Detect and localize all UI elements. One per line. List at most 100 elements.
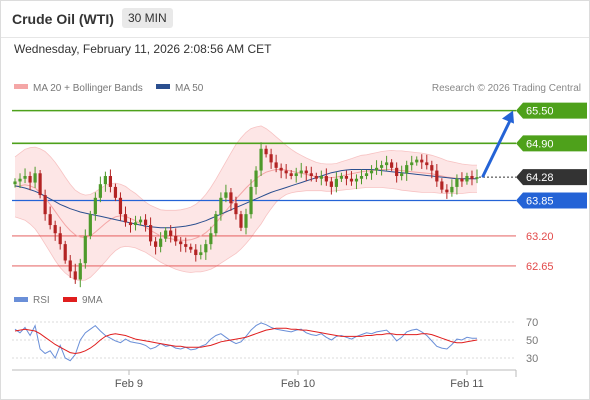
ma50-line bbox=[14, 169, 477, 229]
candle-body bbox=[63, 244, 67, 261]
candle-body bbox=[294, 173, 298, 177]
x-axis-ticks: Feb 9 Feb 10 Feb 11 bbox=[115, 370, 484, 390]
candle-body bbox=[319, 176, 323, 179]
level-label-box-64.28 bbox=[516, 169, 587, 186]
candle-body bbox=[430, 165, 434, 171]
candle-body bbox=[390, 162, 394, 168]
rsi-legend-swatch bbox=[14, 297, 28, 302]
candle-body bbox=[179, 241, 183, 245]
level-label-box-65.50 bbox=[516, 102, 587, 119]
candle-body bbox=[435, 170, 439, 182]
candle-body bbox=[269, 154, 273, 163]
rsi-panel: 70 50 30 bbox=[12, 317, 538, 365]
candle-body bbox=[18, 178, 22, 182]
candle-body bbox=[284, 170, 288, 174]
candle-body bbox=[395, 167, 399, 177]
candle-body bbox=[53, 225, 57, 234]
candle-body bbox=[289, 173, 293, 177]
candle-body bbox=[234, 203, 238, 215]
candle-body bbox=[28, 176, 32, 183]
projection-arrow-layer bbox=[481, 110, 514, 178]
rsi-legend-label: RSI bbox=[33, 295, 50, 306]
candle-body bbox=[460, 178, 464, 182]
candle-body bbox=[425, 162, 429, 166]
candle-body bbox=[194, 249, 198, 256]
level-label-box-64.90 bbox=[516, 135, 587, 152]
rsi-ma-legend-swatch bbox=[63, 297, 77, 302]
candle-body bbox=[108, 176, 113, 187]
candle-body bbox=[78, 263, 82, 280]
candle-body bbox=[244, 214, 248, 228]
candle-body bbox=[189, 246, 193, 250]
candle-body bbox=[475, 177, 479, 179]
candle-body bbox=[219, 197, 223, 215]
levels-layer bbox=[12, 109, 516, 267]
candle-body bbox=[93, 197, 97, 215]
candle-body bbox=[309, 173, 313, 177]
candle-body bbox=[374, 167, 379, 171]
candle-body bbox=[184, 244, 188, 247]
candles-layer bbox=[13, 142, 479, 288]
candle-body bbox=[299, 170, 303, 174]
candle-body bbox=[279, 167, 283, 171]
candle-body bbox=[264, 148, 268, 155]
candle-body bbox=[470, 176, 474, 179]
candle-body bbox=[410, 162, 414, 166]
candle-body bbox=[154, 241, 158, 247]
ma20-line bbox=[14, 169, 477, 241]
candle-body bbox=[224, 192, 228, 198]
level-label-box-63.85 bbox=[516, 192, 587, 209]
rsi-tick-label-70: 70 bbox=[526, 317, 538, 329]
candle-body bbox=[88, 214, 92, 236]
candle-body bbox=[83, 235, 87, 264]
projection-arrow-shaft bbox=[481, 119, 512, 178]
candle-body bbox=[133, 222, 138, 226]
candle-body bbox=[369, 170, 374, 174]
candle-body bbox=[48, 214, 52, 226]
candle-body bbox=[239, 214, 243, 228]
level-label-65.50: 65.50 bbox=[526, 106, 554, 118]
candle-body bbox=[13, 181, 17, 185]
candle-body bbox=[123, 214, 128, 223]
candle-body bbox=[199, 252, 203, 256]
candle-body bbox=[254, 170, 258, 187]
candle-body bbox=[164, 230, 168, 239]
candle-body bbox=[23, 176, 27, 179]
candle-body bbox=[400, 173, 404, 177]
candle-body bbox=[259, 148, 263, 171]
level-label-62.65: 62.65 bbox=[526, 261, 554, 273]
candle-body bbox=[103, 176, 107, 185]
timeframe-button[interactable]: 30 MIN bbox=[122, 8, 173, 28]
x-tick-label-2: Feb 11 bbox=[450, 378, 483, 390]
chart-header: Crude Oil (WTI) 30 MIN bbox=[1, 1, 589, 38]
candle-body bbox=[249, 186, 253, 215]
candle-body bbox=[43, 195, 47, 215]
candle-body bbox=[174, 235, 178, 242]
candle-body bbox=[379, 165, 384, 168]
level-label-63.85: 63.85 bbox=[526, 196, 554, 208]
candle-body bbox=[385, 162, 389, 166]
chart-datetime: Wednesday, February 11, 2026 2:08:56 AM … bbox=[14, 42, 272, 56]
candle-body bbox=[159, 238, 163, 247]
candle-body bbox=[465, 176, 469, 182]
rsi-ma-legend-label: 9MA bbox=[82, 295, 103, 306]
candle-body bbox=[118, 197, 123, 215]
candle-body bbox=[38, 173, 42, 196]
ma50-legend-swatch bbox=[156, 84, 170, 89]
candle-body bbox=[204, 244, 208, 253]
moving-average-layer bbox=[14, 169, 477, 241]
candle-body bbox=[405, 165, 409, 174]
candle-body bbox=[274, 162, 278, 168]
candle-body bbox=[68, 260, 72, 272]
level-label-63.20: 63.20 bbox=[526, 231, 554, 243]
projection-arrow-head bbox=[502, 110, 514, 124]
level-labels-layer: 65.50 64.90 64.28 63.85 63.20 62.65 bbox=[516, 102, 587, 273]
candle-body bbox=[455, 178, 459, 187]
candle-body bbox=[58, 233, 62, 245]
candle-body bbox=[138, 219, 143, 223]
credit-text: Research © 2026 Trading Central bbox=[432, 83, 581, 94]
candle-body bbox=[339, 176, 344, 179]
candle-body bbox=[73, 271, 77, 280]
candle-body bbox=[304, 170, 308, 174]
